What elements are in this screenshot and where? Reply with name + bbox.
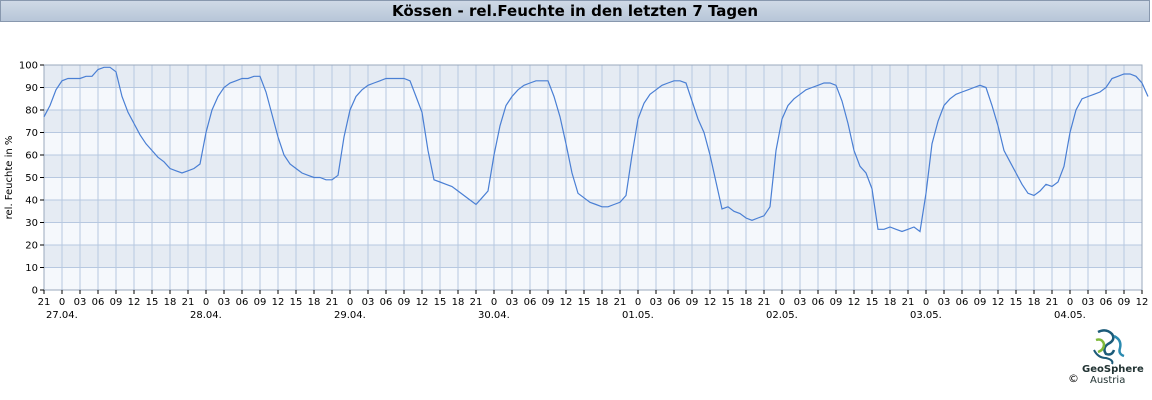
plot-band	[44, 245, 1142, 268]
x-date-label: 30.04.	[478, 310, 510, 321]
x-tick-label: 15	[290, 297, 303, 308]
x-tick-label: 18	[164, 297, 177, 308]
x-tick-label: 21	[38, 297, 51, 308]
plot-band	[44, 87, 1142, 110]
x-tick-label: 12	[992, 297, 1005, 308]
x-tick-label: 03	[362, 297, 375, 308]
x-tick-label: 21	[902, 297, 915, 308]
x-tick-label: 18	[884, 297, 897, 308]
x-tick-label: 06	[1100, 297, 1113, 308]
x-tick-label: 09	[830, 297, 843, 308]
plot-band	[44, 200, 1142, 223]
x-tick-label: 09	[542, 297, 555, 308]
x-tick-label: 03	[1082, 297, 1095, 308]
plot-band	[44, 155, 1142, 178]
x-tick-label: 18	[1028, 297, 1041, 308]
y-tick-label: 90	[25, 83, 38, 94]
plot-band	[44, 110, 1142, 133]
x-date-label: 01.05.	[622, 310, 654, 321]
plot-band	[44, 222, 1142, 245]
plot-band	[44, 267, 1142, 290]
x-tick-label: 0	[59, 297, 65, 308]
y-tick-label: 40	[25, 196, 38, 207]
x-tick-label: 03	[794, 297, 807, 308]
x-tick-label: 21	[1046, 297, 1059, 308]
x-tick-label: 03	[506, 297, 519, 308]
plot-band	[44, 132, 1142, 155]
y-tick-label: 0	[32, 286, 38, 297]
x-tick-label: 21	[614, 297, 627, 308]
x-tick-label: 09	[1118, 297, 1131, 308]
copyright-mark: ©	[1068, 372, 1079, 385]
x-tick-label: 18	[740, 297, 753, 308]
y-tick-label: 50	[25, 173, 38, 184]
x-tick-label: 0	[635, 297, 641, 308]
x-tick-label: 06	[812, 297, 825, 308]
x-tick-label: 15	[722, 297, 735, 308]
x-tick-label: 06	[236, 297, 249, 308]
y-tick-label: 70	[25, 128, 38, 139]
plot-band	[44, 177, 1142, 200]
x-tick-label: 15	[1010, 297, 1023, 308]
y-tick-label: 60	[25, 151, 38, 162]
x-tick-label: 21	[182, 297, 195, 308]
x-tick-label: 21	[758, 297, 771, 308]
x-tick-label: 03	[218, 297, 231, 308]
y-tick-label: 80	[25, 106, 38, 117]
x-tick-label: 09	[110, 297, 123, 308]
x-tick-label: 15	[434, 297, 447, 308]
plot-band	[44, 65, 1142, 88]
x-tick-label: 21	[470, 297, 483, 308]
x-tick-label: 18	[452, 297, 465, 308]
x-date-label: 29.04.	[334, 310, 366, 321]
x-tick-label: 12	[1136, 297, 1149, 308]
x-tick-label: 18	[596, 297, 609, 308]
x-tick-label: 0	[347, 297, 353, 308]
y-tick-label: 30	[25, 218, 38, 229]
x-tick-label: 12	[704, 297, 717, 308]
chart-title: Kössen - rel.Feuchte in den letzten 7 Ta…	[0, 0, 1150, 22]
geosphere-logo-icon	[1093, 329, 1125, 365]
x-date-label: 02.05.	[766, 310, 798, 321]
x-tick-label: 03	[74, 297, 87, 308]
x-tick-label: 09	[974, 297, 987, 308]
x-tick-label: 0	[923, 297, 929, 308]
x-tick-label: 06	[956, 297, 969, 308]
x-tick-label: 0	[779, 297, 785, 308]
x-tick-label: 0	[1067, 297, 1073, 308]
x-tick-label: 18	[308, 297, 321, 308]
x-tick-label: 12	[272, 297, 285, 308]
x-tick-label: 06	[92, 297, 105, 308]
y-tick-label: 10	[25, 263, 38, 274]
x-tick-label: 06	[524, 297, 537, 308]
x-tick-label: 15	[866, 297, 879, 308]
x-date-label: 04.05.	[1054, 310, 1086, 321]
x-tick-label: 15	[146, 297, 159, 308]
logo-name-line1: GeoSphere	[1082, 364, 1144, 375]
y-tick-label: 20	[25, 241, 38, 252]
x-tick-label: 12	[848, 297, 861, 308]
y-tick-label: 100	[19, 61, 38, 72]
humidity-series-line	[43, 66, 1149, 233]
x-tick-label: 09	[686, 297, 699, 308]
x-tick-label: 12	[416, 297, 429, 308]
x-tick-label: 12	[560, 297, 573, 308]
x-date-label: 27.04.	[46, 310, 78, 321]
x-tick-label: 09	[398, 297, 411, 308]
x-tick-label: 12	[128, 297, 141, 308]
x-tick-label: 06	[668, 297, 681, 308]
x-tick-label: 09	[254, 297, 267, 308]
logo-name-line2: Austria	[1090, 375, 1126, 386]
x-tick-label: 06	[380, 297, 393, 308]
x-tick-label: 03	[938, 297, 951, 308]
x-tick-label: 0	[203, 297, 209, 308]
x-tick-label: 03	[650, 297, 663, 308]
x-tick-label: 21	[326, 297, 339, 308]
x-tick-label: 0	[491, 297, 497, 308]
x-date-label: 28.04.	[190, 310, 222, 321]
y-axis-label: rel. Feuchte in %	[4, 136, 15, 220]
x-tick-label: 15	[578, 297, 591, 308]
x-date-label: 03.05.	[910, 310, 942, 321]
